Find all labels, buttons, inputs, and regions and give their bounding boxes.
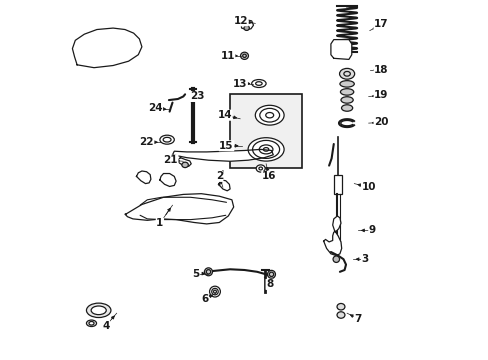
Ellipse shape [244,26,249,30]
Text: 6: 6 [201,294,208,304]
Text: 4: 4 [102,321,109,331]
Text: 22: 22 [139,137,154,147]
Text: 10: 10 [361,182,375,192]
Ellipse shape [340,97,352,103]
Polygon shape [72,28,142,68]
Text: 7: 7 [353,314,361,324]
Polygon shape [218,180,230,191]
Text: 5: 5 [192,269,199,279]
Text: 23: 23 [190,91,204,102]
Ellipse shape [89,321,94,325]
Polygon shape [330,40,351,59]
Text: 3: 3 [361,254,368,264]
Ellipse shape [256,165,264,172]
Text: 17: 17 [373,19,388,30]
Polygon shape [136,171,151,184]
Ellipse shape [251,80,265,87]
Ellipse shape [209,286,220,297]
Ellipse shape [91,306,106,315]
Text: 19: 19 [373,90,387,100]
Text: 9: 9 [368,225,375,235]
Ellipse shape [332,256,339,262]
Ellipse shape [341,105,352,111]
Polygon shape [241,20,253,30]
Polygon shape [125,194,233,224]
Ellipse shape [267,270,275,278]
Text: 15: 15 [219,141,233,151]
Text: 24: 24 [147,103,162,113]
Text: 8: 8 [265,279,273,289]
Polygon shape [323,216,341,256]
Ellipse shape [182,162,188,167]
Ellipse shape [86,303,111,318]
FancyBboxPatch shape [333,175,342,194]
Ellipse shape [160,135,174,144]
Ellipse shape [339,68,354,79]
Text: 20: 20 [373,117,388,127]
Text: 13: 13 [232,78,247,89]
Text: 21: 21 [163,155,178,165]
Text: 18: 18 [373,65,388,75]
Text: 14: 14 [217,110,231,120]
Ellipse shape [204,268,212,276]
Polygon shape [178,158,191,166]
Polygon shape [172,149,273,161]
Ellipse shape [247,138,284,161]
Bar [230,94,302,168]
Text: 12: 12 [233,16,247,26]
Ellipse shape [340,89,353,95]
Polygon shape [160,174,176,186]
Ellipse shape [339,81,354,87]
Ellipse shape [255,105,284,125]
Ellipse shape [86,320,96,327]
Ellipse shape [240,52,248,59]
Text: 16: 16 [261,171,276,181]
Ellipse shape [336,312,344,318]
Text: 1: 1 [156,218,163,228]
Text: 2: 2 [215,171,223,181]
Ellipse shape [336,303,344,310]
Text: 11: 11 [220,51,234,61]
